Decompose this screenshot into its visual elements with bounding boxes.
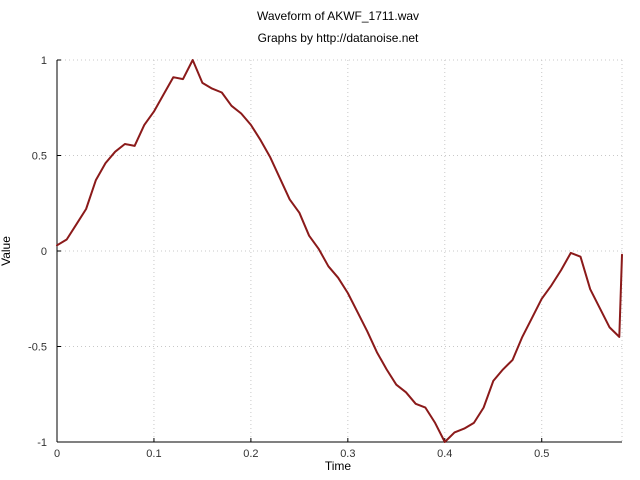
- y-tick-label: 0: [41, 246, 47, 258]
- x-tick-label: 0.5: [534, 448, 549, 460]
- y-tick-label: 1: [41, 55, 47, 67]
- y-tick-label: -1: [37, 437, 47, 449]
- x-tick-label: 0.2: [243, 448, 258, 460]
- y-axis-label: Value: [0, 236, 13, 266]
- x-tick-label: 0.3: [340, 448, 355, 460]
- x-tick-label: 0: [54, 448, 60, 460]
- y-axis-ticks: -1 -0.5 0 0.5 1: [28, 55, 61, 449]
- y-tick-label: 0.5: [32, 151, 47, 163]
- x-axis-ticks: 0 0.1 0.2 0.3 0.4 0.5: [54, 438, 549, 460]
- waveform-series-line: [56, 59, 623, 443]
- x-axis-label: Time: [325, 459, 352, 473]
- series-layer: [56, 59, 623, 443]
- chart-title: Waveform of AKWF_1711.wav: [257, 9, 419, 23]
- chart-subtitle: Graphs by http://datanoise.net: [258, 31, 419, 45]
- y-tick-label: -0.5: [28, 342, 47, 354]
- x-tick-label: 0.4: [437, 448, 452, 460]
- x-tick-label: 0.1: [146, 448, 161, 460]
